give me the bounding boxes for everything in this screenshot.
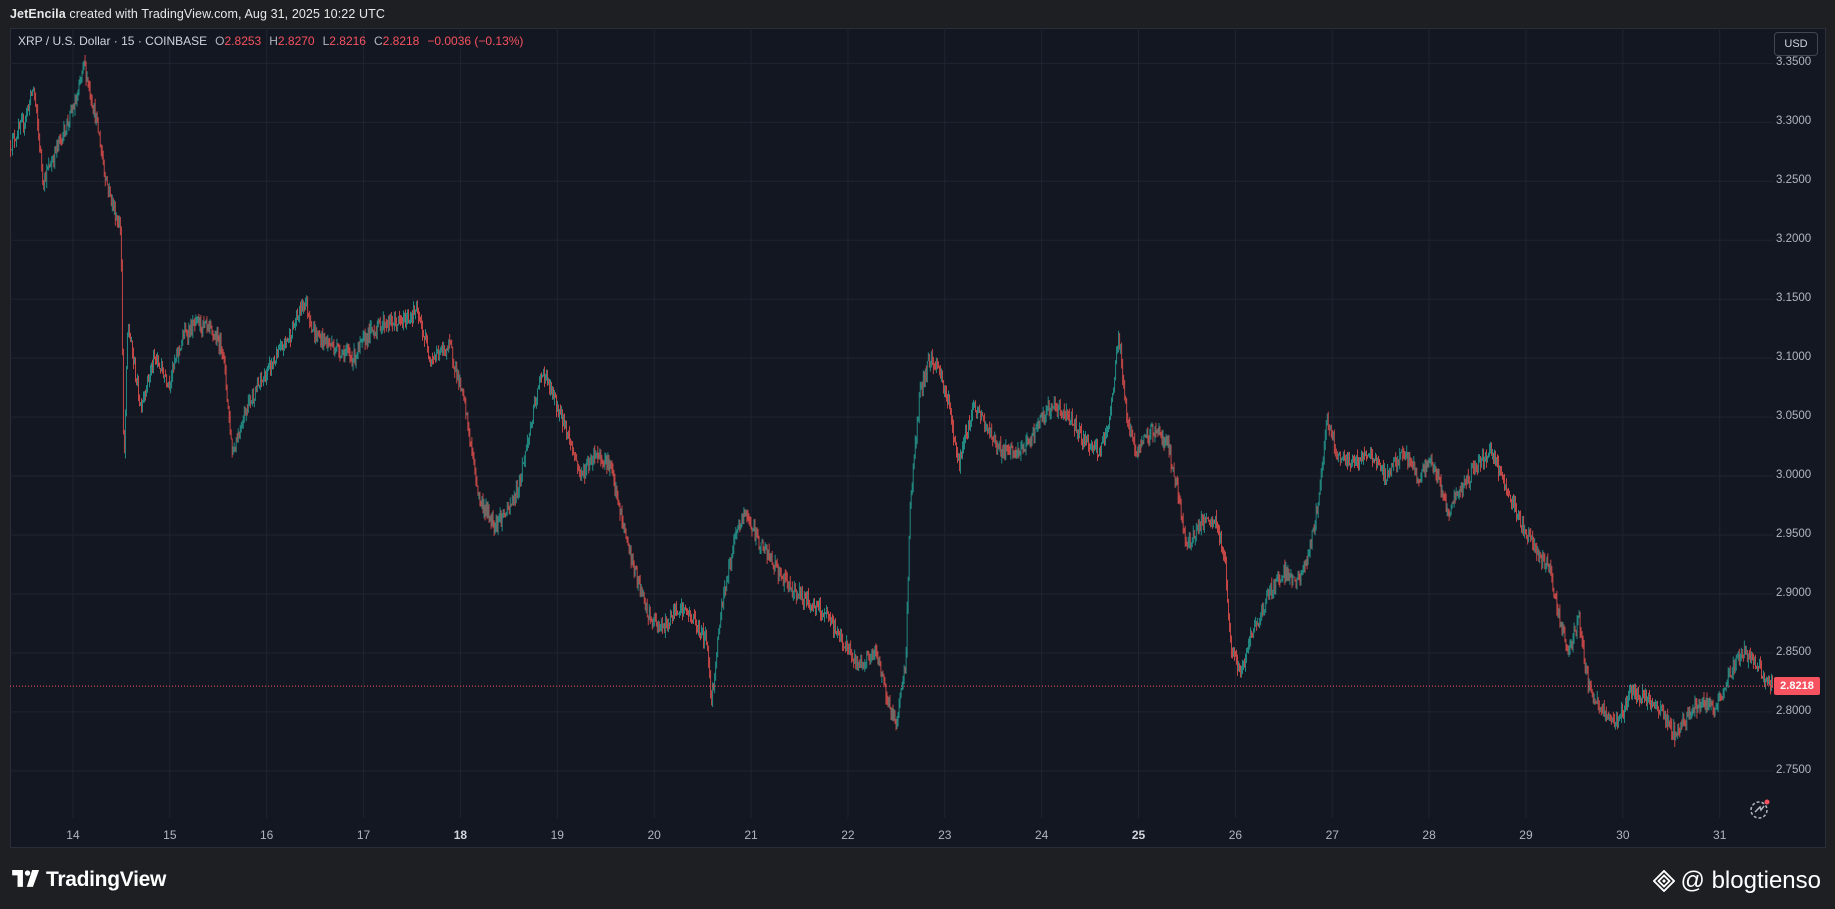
chart-grid (10, 28, 1773, 818)
x-tick-label: 29 (1519, 828, 1533, 842)
chart-panel[interactable] (10, 28, 1826, 848)
watermark: @ blogtienso (1652, 867, 1821, 895)
top-credit-bar: JetEncila created with TradingView.com, … (0, 0, 1835, 27)
y-tick-label: 3.2000 (1776, 233, 1812, 246)
x-tick-label: 28 (1422, 828, 1436, 842)
y-tick-label: 3.0000 (1776, 469, 1812, 482)
binance-diamond-icon (1652, 870, 1675, 892)
currency-button[interactable]: USD (1774, 32, 1818, 56)
x-tick-label: 26 (1228, 828, 1243, 842)
y-tick-label: 2.9000 (1776, 586, 1812, 599)
symbol-label[interactable]: XRP / U.S. Dollar · 15 · COINBASE (18, 34, 208, 48)
y-tick-label: 3.3500 (1776, 56, 1812, 69)
price-chart-svg[interactable] (0, 0, 1835, 850)
close-value: 2.8218 (382, 34, 420, 48)
low-value: 2.8216 (329, 34, 366, 48)
y-tick-label: 3.1500 (1776, 292, 1812, 305)
x-tick-label: 24 (1034, 828, 1049, 842)
x-tick-label: 17 (356, 828, 371, 842)
y-tick-label: 3.0500 (1776, 410, 1812, 423)
x-tick-label: 25 (1131, 828, 1146, 842)
x-tick-label: 15 (163, 828, 177, 842)
low-label: L (322, 34, 330, 48)
tradingview-logo-icon (12, 870, 40, 887)
footer-bar: TradingView @ blogtienso (0, 850, 1835, 909)
x-tick-label: 16 (260, 828, 274, 842)
replay-icon[interactable] (1748, 797, 1772, 821)
open-label: O (215, 34, 225, 48)
x-tick-label: 21 (744, 828, 758, 842)
x-tick-label: 20 (647, 828, 661, 842)
y-tick-label: 2.9500 (1776, 528, 1812, 540)
change-value: −0.0036 (−0.13%) (427, 34, 524, 48)
high-value: 2.8270 (277, 34, 315, 48)
credit-text: JetEncila created with TradingView.com, … (10, 6, 385, 21)
y-tick-label: 3.1000 (1776, 351, 1812, 364)
y-tick-label: 2.8000 (1776, 704, 1812, 717)
close-label: C (373, 34, 383, 48)
candlestick-series (10, 55, 1773, 747)
watermark-handle: @ blogtienso (1680, 867, 1821, 894)
x-tick-label: 19 (550, 828, 564, 842)
y-tick-label: 3.3000 (1776, 115, 1812, 128)
high-label: H (269, 34, 278, 48)
open-value: 2.8253 (224, 34, 262, 48)
x-tick-label: 18 (453, 828, 468, 842)
ohlc-legend: XRP / U.S. Dollar · 15 · COINBASE O 2.825… (18, 34, 523, 48)
tradingview-brand[interactable]: TradingView (12, 868, 166, 892)
x-tick-label: 22 (841, 828, 855, 842)
y-tick-label: 3.2500 (1776, 174, 1812, 187)
last-price-tag: 2.8218 (1774, 677, 1820, 696)
tradingview-brand-text: TradingView (46, 868, 167, 891)
x-tick-label: 30 (1616, 828, 1630, 842)
x-tick-label: 23 (938, 828, 952, 842)
x-tick-label: 14 (66, 828, 80, 842)
x-tick-label: 27 (1325, 828, 1339, 842)
y-tick-label: 2.7500 (1776, 763, 1812, 776)
x-tick-label: 31 (1713, 828, 1727, 842)
y-tick-label: 2.8500 (1776, 645, 1812, 658)
